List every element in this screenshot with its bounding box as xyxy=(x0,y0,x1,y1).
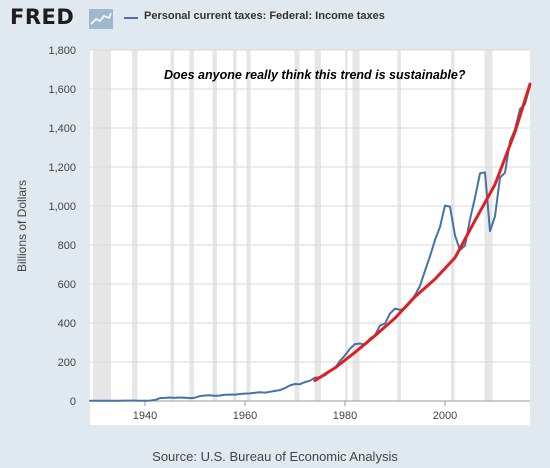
recession-band-0 xyxy=(93,50,111,401)
chart-annotation: Does anyone really think this trend is s… xyxy=(164,68,466,82)
recession-band-11 xyxy=(397,50,401,401)
recession-band-8 xyxy=(314,50,321,401)
series-line-income-taxes xyxy=(89,85,531,402)
plot-background xyxy=(90,50,530,425)
fred-logo[interactable]: FRED xyxy=(10,5,75,29)
series-lines xyxy=(89,82,532,402)
source-note: Source: U.S. Bureau of Economic Analysis xyxy=(152,449,398,464)
recession-band-13 xyxy=(484,50,493,401)
y-tick-label: 200 xyxy=(58,357,76,369)
recession-band-4 xyxy=(212,50,217,401)
y-tick-labels: 0 200 400 600 800 1,000 1,200 1,400 1,600 1,800 xyxy=(48,45,76,408)
recession-band-9 xyxy=(345,50,348,401)
y-tick-label: 800 xyxy=(58,240,76,252)
recession-band-6 xyxy=(246,50,251,401)
recession-band-3 xyxy=(189,50,194,401)
y-tick-label: 600 xyxy=(58,279,76,291)
recession-band-7 xyxy=(294,50,300,401)
y-tick-label: 1,800 xyxy=(48,45,76,57)
recession-band-5 xyxy=(233,50,237,401)
x-tick-label: 1960 xyxy=(233,410,257,422)
y-tick-label: 1,200 xyxy=(48,162,76,174)
y-tick-label: 0 xyxy=(70,396,76,408)
x-tick-labels: 1940 1960 1980 2000 xyxy=(133,401,457,422)
y-tick-label: 1,000 xyxy=(48,201,76,213)
x-tick-label: 1980 xyxy=(333,410,357,422)
recession-band-1 xyxy=(132,50,138,401)
recession-band-2 xyxy=(170,50,174,401)
y-axis-label: Billions of Dollars xyxy=(15,180,29,272)
y-tick-label: 400 xyxy=(58,318,76,330)
legend-label: Personal current taxes: Federal: Income … xyxy=(144,10,385,22)
x-tick-label: 1940 xyxy=(133,410,157,422)
recession-band-10 xyxy=(352,50,360,401)
x-tick-label: 2000 xyxy=(433,410,457,422)
y-tick-label: 1,600 xyxy=(48,84,76,96)
chart-graph-icon xyxy=(89,9,113,29)
grid-lines xyxy=(90,49,530,363)
y-tick-label: 1,400 xyxy=(48,123,76,135)
series-line-trend xyxy=(313,82,532,382)
legend-swatch xyxy=(124,17,138,19)
chart-header: FRED Personal current taxes: Federal: In… xyxy=(0,0,550,36)
